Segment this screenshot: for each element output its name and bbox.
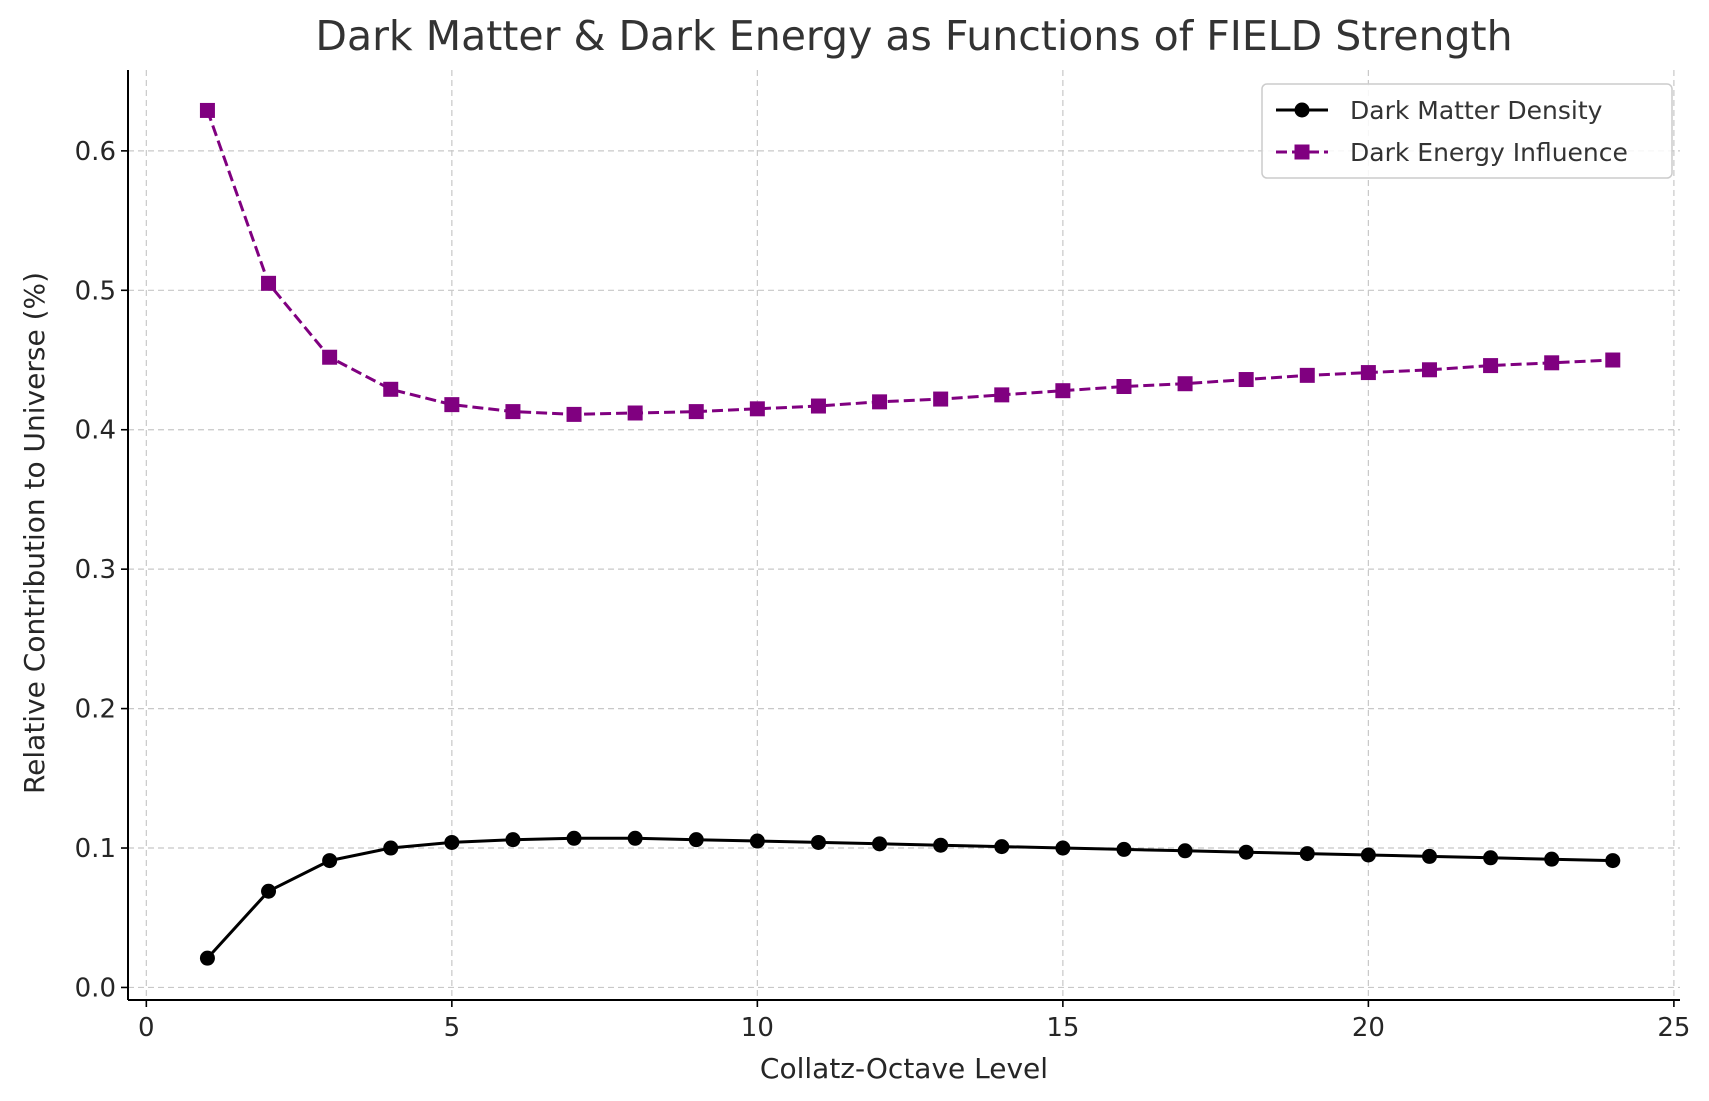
legend: Dark Matter Density Dark Energy Influence — [1261, 83, 1673, 179]
dark-energy-influence-point — [1116, 379, 1132, 395]
dark-matter-density-point — [322, 853, 338, 869]
dark-matter-density-point — [1238, 844, 1254, 860]
dark-energy-influence-point — [1055, 383, 1071, 399]
dark-energy-influence-point — [505, 404, 521, 420]
y-tick-label: 0.6 — [75, 137, 116, 167]
axes — [127, 70, 1680, 1001]
dark-matter-density-point — [872, 836, 888, 852]
dark-matter-density-point — [1116, 841, 1132, 857]
dark-energy-influence-point — [261, 275, 277, 291]
dark-energy-influence-point — [199, 102, 215, 118]
dark-energy-influence-point — [1360, 365, 1376, 381]
y-tick-label: 0.4 — [75, 416, 116, 446]
dark-matter-density-point — [688, 832, 704, 848]
dark-energy-influence-point — [994, 387, 1010, 403]
dark-matter-density-point — [1544, 851, 1560, 867]
dark-matter-density-point — [1421, 848, 1437, 864]
dark-matter-density-point — [933, 837, 949, 853]
dark-matter-density-point — [444, 834, 460, 850]
legend-dark-matter-density-marker — [1294, 102, 1310, 118]
dark-energy-influence-point — [1299, 367, 1315, 383]
chart-title: Dark Matter & Dark Energy as Functions o… — [315, 12, 1512, 60]
dark-energy-influence-point — [933, 391, 949, 407]
dark-matter-density-point — [383, 840, 399, 856]
dark-energy-influence-point — [1177, 376, 1193, 392]
dark-energy-influence-point — [872, 394, 888, 410]
dark-energy-influence-line — [205, 109, 1613, 416]
dark-matter-density-line — [206, 836, 1613, 960]
dark-matter-density-point — [749, 833, 765, 849]
dark-matter-density-point — [1360, 847, 1376, 863]
dark-energy-influence-point — [1238, 372, 1254, 388]
legend-dark-energy-influence-label: Dark Energy Influence — [1350, 138, 1628, 167]
x-tick-label: 0 — [138, 1013, 155, 1043]
dark-matter-density-point — [1177, 843, 1193, 859]
dark-matter-density-point — [627, 830, 643, 846]
x-tick-label: 5 — [444, 1013, 461, 1043]
x-tick-label: 15 — [1046, 1013, 1079, 1043]
dark-energy-influence-point — [566, 406, 582, 422]
dark-energy-influence-point — [627, 405, 643, 421]
dark-matter-density-point — [994, 839, 1010, 855]
legend-dark-energy-influence-marker — [1294, 144, 1310, 160]
y-axis-title: Relative Contribution to Universe (%) — [18, 272, 51, 794]
x-tick-label: 25 — [1657, 1013, 1690, 1043]
dark-matter-density-point — [1299, 846, 1315, 862]
dark-energy-influence-point — [810, 398, 826, 414]
dark-matter-density-point — [1055, 840, 1071, 856]
y-tick-label: 0.2 — [75, 695, 116, 725]
dark-matter-density-point — [199, 950, 215, 966]
y-tick-label: 0.1 — [75, 834, 116, 864]
ticks: 0 5 10 15 20 25 0.0 0.1 0.2 0.3 0.4 0.5 0.6 — [75, 137, 1691, 1043]
dark-energy-influence-point — [749, 401, 765, 417]
series-layer — [199, 102, 1621, 966]
dark-matter-density-point — [505, 832, 521, 848]
y-tick-label: 0.5 — [75, 276, 116, 306]
y-tick-label: 0.3 — [75, 555, 116, 585]
dark-matter-density-point — [810, 834, 826, 850]
dark-energy-influence-point — [688, 404, 704, 420]
dark-energy-influence-point — [322, 349, 338, 365]
dark-energy-influence-point — [383, 381, 399, 397]
dark-matter-density-point — [1483, 850, 1499, 866]
x-axis-title: Collatz-Octave Level — [760, 1052, 1048, 1085]
x-tick-label: 20 — [1352, 1013, 1385, 1043]
dark-matter-density-point — [261, 883, 277, 899]
dark-energy-influence-point — [1605, 352, 1621, 368]
dark-energy-influence-point — [1544, 355, 1560, 371]
dark-matter-density-point — [1605, 853, 1621, 869]
dark-energy-influence-point — [444, 397, 460, 413]
y-tick-label: 0.0 — [75, 973, 116, 1003]
x-tick-label: 10 — [741, 1013, 774, 1043]
dark-energy-influence-point — [1483, 358, 1499, 374]
legend-dark-matter-density-label: Dark Matter Density — [1350, 96, 1603, 125]
legend-box — [1261, 83, 1673, 179]
dark-energy-influence-point — [1421, 362, 1437, 378]
dark-matter-density-point — [566, 830, 582, 846]
